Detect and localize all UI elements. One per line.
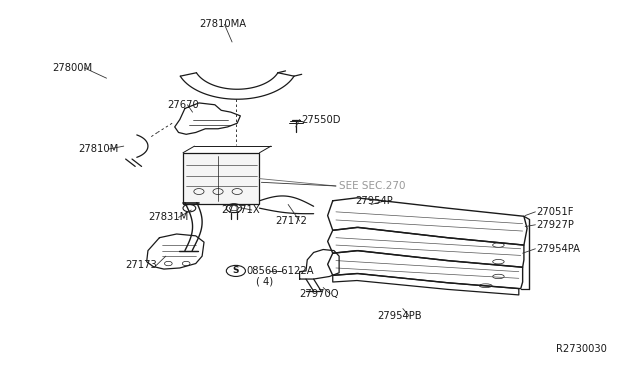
Text: 27172: 27172 [275,216,307,226]
Text: 27800M: 27800M [52,63,93,73]
Text: 27927P: 27927P [537,220,575,230]
Text: R2730030: R2730030 [556,344,607,354]
Text: S: S [232,266,239,275]
Text: SEE SEC.270: SEE SEC.270 [339,181,406,191]
Text: 27670: 27670 [167,100,199,110]
Text: 27810MA: 27810MA [199,19,246,29]
Text: 27970Q: 27970Q [300,289,339,299]
Text: 27810M: 27810M [78,144,118,154]
Text: 27171X: 27171X [221,205,260,215]
Text: 27173: 27173 [125,260,157,270]
Text: 27954PA: 27954PA [537,244,580,254]
Text: 08566-6122A: 08566-6122A [246,266,314,276]
Text: 27550D: 27550D [301,115,340,125]
Text: 27954P: 27954P [355,196,393,206]
Text: ( 4): ( 4) [256,277,273,287]
FancyBboxPatch shape [183,153,259,205]
Text: 27051F: 27051F [537,207,574,217]
Text: 27954PB: 27954PB [378,311,422,321]
Text: 27831M: 27831M [148,212,188,222]
